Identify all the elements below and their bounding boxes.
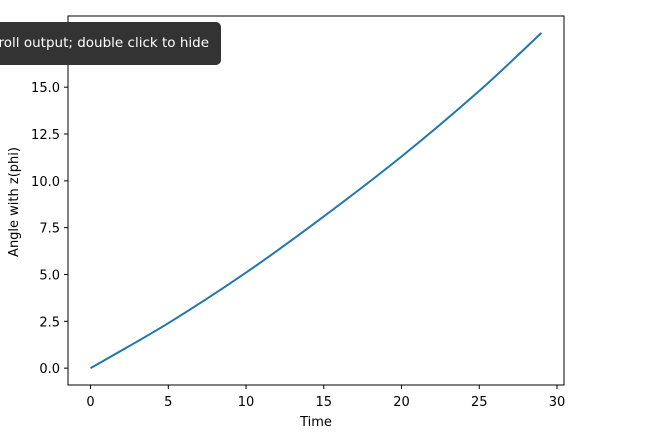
y-axis: 0.02.55.07.510.012.515.017.5 — [31, 34, 68, 377]
x-tick-label: 25 — [471, 395, 488, 410]
y-tick-label: 5.0 — [39, 268, 60, 283]
x-tick-label: 20 — [393, 395, 410, 410]
axes-frame — [67, 15, 565, 386]
output-scroll-tooltip[interactable]: Click to scroll output; double click to … — [0, 22, 221, 65]
x-tick-label: 5 — [164, 395, 172, 410]
y-tick-label: 0.0 — [39, 362, 60, 377]
x-tick-label: 10 — [238, 395, 255, 410]
y-tick-label: 7.5 — [39, 222, 60, 237]
x-tick-label: 15 — [316, 395, 333, 410]
tooltip-text: Click to scroll output; double click to … — [0, 35, 209, 51]
x-axis-label: Time — [299, 415, 332, 430]
y-tick-label: 12.5 — [31, 128, 60, 143]
y-tick-label: 2.5 — [39, 315, 60, 330]
y-tick-label: 15.0 — [31, 81, 60, 96]
x-tick-label: 30 — [549, 395, 566, 410]
x-tick-label: 0 — [86, 395, 94, 410]
x-axis: 0 5 10 15 20 25 30 — [86, 385, 565, 410]
plot-area — [67, 15, 565, 386]
y-tick-label: 10.0 — [31, 175, 60, 190]
y-axis-label: Angle with z(phi) — [7, 147, 22, 257]
series-layer — [90, 32, 543, 370]
series-line-phi — [90, 32, 543, 370]
